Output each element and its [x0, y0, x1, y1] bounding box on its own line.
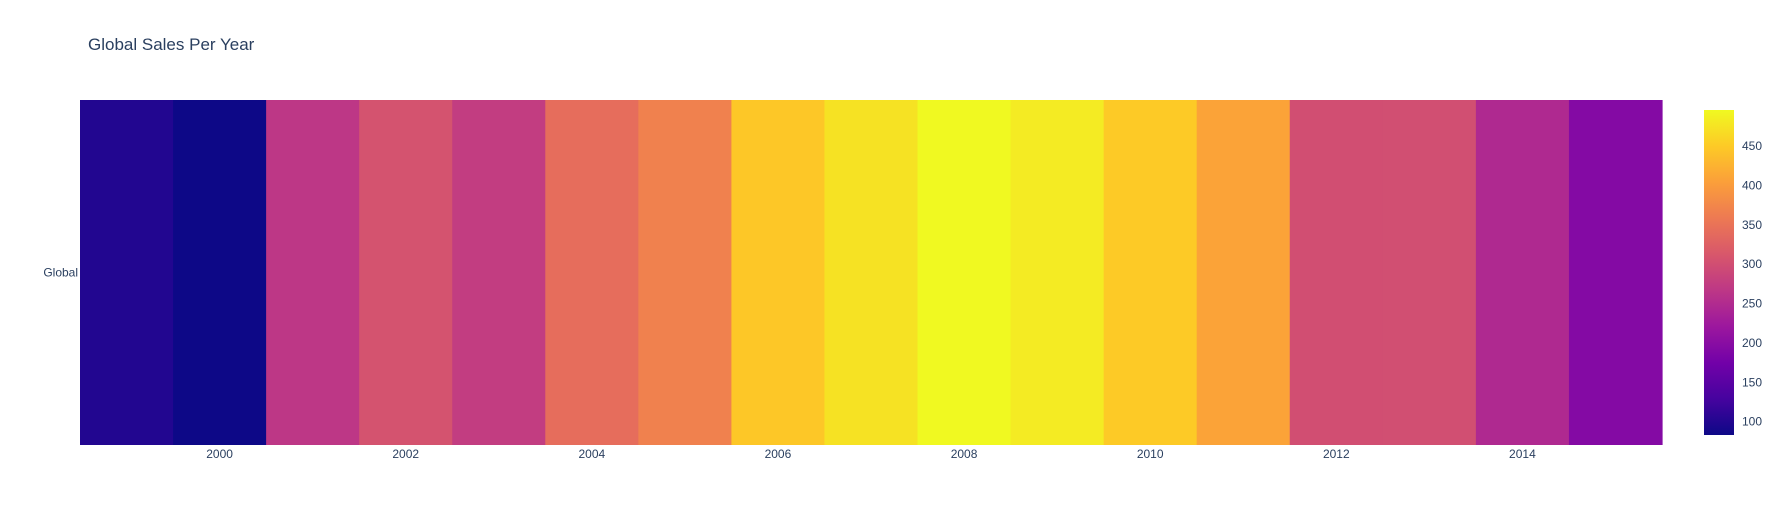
colorbar-gradient [1704, 110, 1734, 435]
y-tick-label: Global [43, 266, 78, 280]
heatmap-cell [638, 100, 733, 445]
heatmap-cell [80, 100, 174, 445]
chart-title: Global Sales Per Year [88, 35, 255, 54]
x-tick-label: 2004 [578, 447, 605, 461]
heatmap-cell [1196, 100, 1291, 445]
x-tick-label: 2010 [1137, 447, 1164, 461]
heatmap-cells [80, 100, 1663, 445]
x-tick-label: 2014 [1509, 447, 1536, 461]
x-tick-label: 2000 [206, 447, 233, 461]
x-axis: 2000 2002 2004 2006 2008 2010 2012 2014 [206, 447, 1536, 461]
colorbar-tick-label: 300 [1742, 257, 1762, 271]
colorbar-tick-label: 400 [1742, 179, 1762, 193]
x-tick-label: 2008 [951, 447, 978, 461]
heatmap-cell [266, 100, 360, 445]
heatmap-cell [173, 100, 267, 445]
colorbar-tick-label: 100 [1742, 415, 1762, 429]
colorbar-tick-label: 250 [1742, 297, 1762, 311]
heatmap-cell [452, 100, 546, 445]
y-axis: Global [43, 266, 78, 280]
colorbar: 100 150 200 250 300 350 400 450 [1704, 110, 1762, 435]
heatmap-cell [1568, 100, 1663, 445]
colorbar-tick-label: 150 [1742, 375, 1762, 389]
heatmap-cell [824, 100, 919, 445]
heatmap-cell [1475, 100, 1570, 445]
colorbar-tick-label: 450 [1742, 139, 1762, 153]
heatmap-cell [1103, 100, 1198, 445]
colorbar-tick-label: 350 [1742, 218, 1762, 232]
heatmap-cell [917, 100, 1012, 445]
x-tick-label: 2012 [1323, 447, 1350, 461]
heatmap-cell [1010, 100, 1105, 445]
x-tick-label: 2002 [392, 447, 419, 461]
heatmap-cell [1289, 100, 1384, 445]
heatmap-cell [545, 100, 639, 445]
x-tick-label: 2006 [765, 447, 792, 461]
colorbar-tick-label: 200 [1742, 336, 1762, 350]
heatmap-cell [731, 100, 826, 445]
heatmap-cell [1382, 100, 1477, 445]
heatmap-cell [359, 100, 453, 445]
